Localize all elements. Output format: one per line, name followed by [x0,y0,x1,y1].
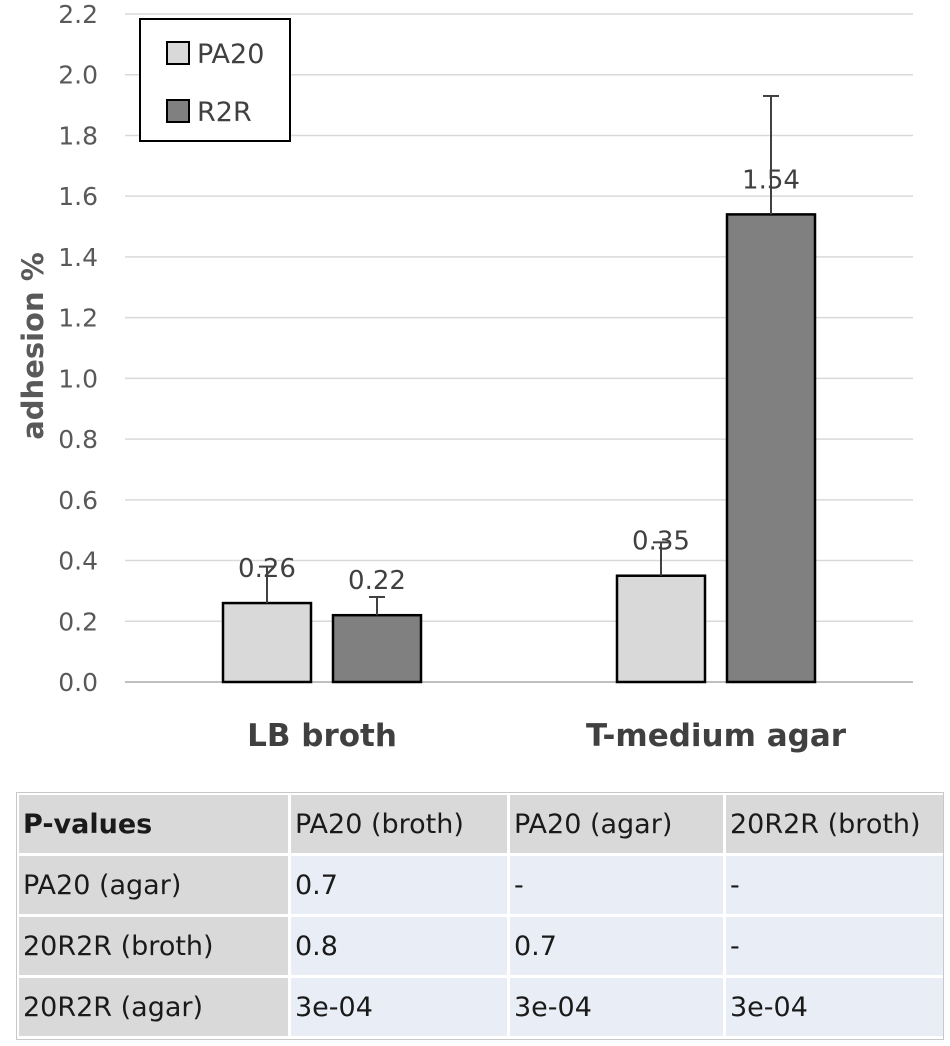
bar [331,613,423,684]
table-row: 20R2R (broth) 0.8 0.7- [16,914,947,978]
y-tick-label: 0.8 [58,425,98,454]
table-cell: - [723,853,947,917]
data-label: 1.54 [742,165,800,195]
legend-label: PA20 [197,39,264,70]
legend-label: R2R [197,97,252,128]
y-tick-label: 0.4 [58,547,98,576]
bar [221,601,313,684]
table-cell: - [507,853,726,917]
p-values-table: P-values PA20 (broth) PA20 (agar) 20R2R (br… [16,792,947,1039]
x-axis-categories: LB broth T-medium agar [247,718,847,754]
y-tick-label: 1.6 [58,182,98,211]
row-label-cell: 20R2R (agar) [16,975,291,1039]
y-tick-label: 1.0 [58,364,98,393]
table-cell: 3e-04 [507,975,726,1039]
row-label-cell: PA20 (agar) [16,853,291,917]
bar [615,574,707,684]
data-label: 0.35 [632,527,690,557]
bars [221,94,817,684]
y-tick-label: 2.2 [58,0,98,29]
legend-swatch [166,99,190,123]
data-label: 0.26 [238,554,296,584]
y-tick-label: 1.2 [58,304,98,333]
data-labels: 0.26 0.22 0.35 1.54 [238,165,800,596]
y-axis-title: adhesion % [16,252,50,440]
table-header-row: P-values PA20 (broth) PA20 (agar) 20R2R (br… [16,792,947,856]
y-tick-label: 1.4 [58,243,98,272]
table-header-cell: 20R2R (broth) [723,792,947,856]
table-cell: - [723,914,947,978]
table-header-cell: P-values [16,792,291,856]
table-cell: 3e-04 [288,975,510,1039]
legend-box [139,18,291,142]
y-axis-ticks: 0.0 0.2 0.4 0.6 0.8 1.0 1.2 1.4 1.6 1.8 2.0 2.2 [58,0,98,697]
table-header-cell: PA20 (broth) [288,792,510,856]
table-row: PA20 (agar) 0.7- - [16,853,947,917]
y-tick-label: 0.6 [58,486,98,515]
table-cell: 0.7 [288,853,510,917]
y-tick-label: 2.0 [58,61,98,90]
table-header-cell: PA20 (agar) [507,792,726,856]
y-tick-label: 0.2 [58,607,98,636]
legend: PA20 R2R [139,18,291,142]
data-label: 0.22 [348,566,406,596]
table-row: 20R2R (agar) 3e-04 3e-04 3e-04 [16,975,947,1039]
table-cell: 3e-04 [723,975,947,1039]
bar-chart: 0.0 0.2 0.4 0.6 0.8 1.0 1.2 1.4 1.6 1.8 2.0 2.2 0.2… [16,0,913,754]
x-category-label: LB broth [247,718,397,754]
bar [725,213,817,684]
legend-swatch [166,41,190,65]
y-tick-label: 1.8 [58,121,98,150]
y-tick-label: 0.0 [58,668,98,697]
x-category-label: T-medium agar [586,718,847,754]
table-cell: 0.8 [288,914,510,978]
table-cell: 0.7 [507,914,726,978]
row-label-cell: 20R2R (broth) [16,914,291,978]
